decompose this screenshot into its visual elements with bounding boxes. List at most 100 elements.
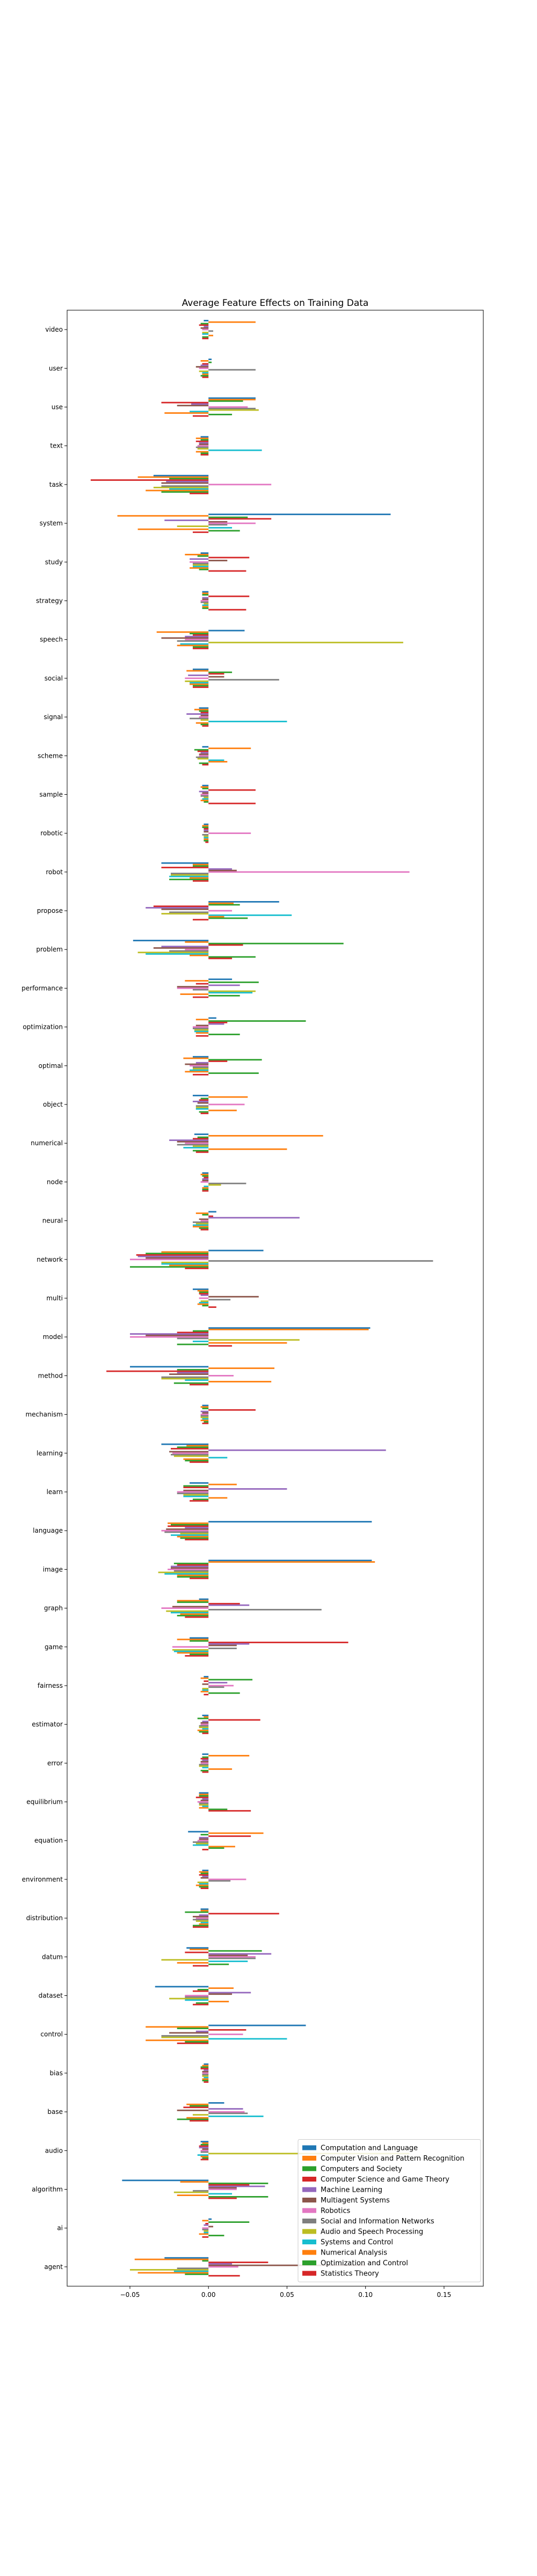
bar-base-8 <box>192 2114 209 2116</box>
bar-multi-8 <box>200 1300 209 1302</box>
bar-ai-0 <box>208 2218 212 2220</box>
bar-use-5 <box>177 405 209 407</box>
y-tick-label: graph <box>44 1605 63 1612</box>
bar-bias-12 <box>204 2081 209 2083</box>
bar-sample-7 <box>200 795 209 797</box>
bar-multi-3 <box>199 1293 209 1295</box>
bar-algorithm-1 <box>180 2181 209 2183</box>
bar-datum-8 <box>161 1959 209 1961</box>
bar-multi-2 <box>199 1291 209 1293</box>
bar-sample-6 <box>200 794 209 795</box>
bar-network-12 <box>185 1268 209 1269</box>
bar-bias-11 <box>202 2080 209 2082</box>
bar-control-6 <box>208 2033 243 2036</box>
bar-task-12 <box>190 493 209 494</box>
bar-neural-1 <box>195 1212 209 1214</box>
bar-learning-11 <box>185 1460 209 1462</box>
y-tick-label: model <box>43 1333 63 1341</box>
bar-robotic-9 <box>204 837 209 839</box>
bar-learn-12 <box>190 1500 209 1502</box>
bar-method-0 <box>129 1366 209 1368</box>
bar-object-9 <box>195 1108 209 1110</box>
bar-datum-4 <box>208 1953 272 1955</box>
bar-model-11 <box>177 1343 209 1345</box>
bar-optimization-9 <box>194 1030 209 1033</box>
bar-network-8 <box>161 1261 209 1263</box>
bar-text-11 <box>200 452 209 454</box>
bar-numerical-7 <box>177 1144 209 1146</box>
bar-sample-0 <box>202 785 209 787</box>
bar-model-12 <box>208 1345 233 1347</box>
bar-study-2 <box>197 555 209 557</box>
bar-learning-7 <box>171 1454 209 1455</box>
bar-image-2 <box>173 1562 209 1564</box>
bar-network-11 <box>129 1266 209 1268</box>
bar-speech-2 <box>190 633 209 634</box>
x-axis: −0.05 0.00 0.05 0.10 0.15 <box>120 2286 451 2299</box>
bar-fairness-11 <box>208 1692 240 1694</box>
bar-scheme-0 <box>202 746 209 748</box>
bar-node-5 <box>202 1180 209 1182</box>
bar-learning-12 <box>190 1461 209 1463</box>
bar-distribution-8 <box>195 1920 209 1922</box>
bar-fairness-10 <box>200 1690 209 1693</box>
bar-control-1 <box>146 2026 209 2028</box>
bar-robotic-2 <box>202 826 209 828</box>
y-tick-label: robotic <box>40 830 63 837</box>
bar-social-4 <box>188 674 209 676</box>
legend-swatch <box>302 2219 316 2223</box>
bar-signal-11 <box>200 723 209 726</box>
bar-agent-7 <box>177 2267 209 2270</box>
bar-network-7 <box>208 1260 433 1262</box>
bar-learn-3 <box>183 1487 209 1489</box>
y-tick-label: distribution <box>26 1914 63 1922</box>
bar-sample-11 <box>204 801 209 803</box>
bar-learn-9 <box>183 1495 209 1497</box>
bar-task-8 <box>153 487 209 488</box>
bar-scheme-2 <box>194 749 209 751</box>
bar-datum-12 <box>192 1965 209 1967</box>
bar-bias-7 <box>202 2074 209 2076</box>
bar-ai-10 <box>199 2233 209 2235</box>
bar-use-10 <box>164 412 209 414</box>
bar-speech-7 <box>177 640 209 642</box>
legend-label: Audio and Speech Processing <box>321 2228 423 2236</box>
bar-propose-4 <box>146 907 209 909</box>
bar-graph-10 <box>180 1613 209 1615</box>
bar-use-12 <box>192 415 209 417</box>
bar-social-0 <box>192 668 209 670</box>
bar-signal-4 <box>186 713 209 715</box>
bar-game-3 <box>208 1642 349 1643</box>
bar-algorithm-11 <box>208 2196 268 2198</box>
bar-fairness-7 <box>208 1686 224 1688</box>
y-tick-label: equilibrium <box>26 1798 63 1806</box>
bar-multi-11 <box>202 1305 209 1307</box>
bar-optimal-1 <box>183 1057 209 1059</box>
bar-distribution-5 <box>192 1915 209 1918</box>
bar-robot-6 <box>208 871 410 873</box>
legend-label: Machine Learning <box>321 2186 382 2194</box>
bar-node-8 <box>208 1184 221 1186</box>
y-tick-label: scheme <box>38 752 63 759</box>
bar-control-8 <box>161 2036 209 2038</box>
bar-environment-1 <box>199 1871 209 1873</box>
bar-language-11 <box>180 1537 209 1539</box>
bar-method-11 <box>173 1382 209 1384</box>
y-tick-label: method <box>38 1372 63 1379</box>
bar-environment-7 <box>208 1880 231 1882</box>
bar-learn-10 <box>208 1497 228 1499</box>
bar-video-4 <box>204 326 209 327</box>
bar-robotic-4 <box>204 829 209 831</box>
bar-equation-0 <box>188 1831 209 1833</box>
bar-text-3 <box>195 440 209 442</box>
y-tick-label: social <box>45 675 63 682</box>
bar-user-12 <box>202 376 209 378</box>
bar-audio-3 <box>199 2145 209 2147</box>
bar-mechanism-7 <box>200 1415 209 1417</box>
bar-mechanism-6 <box>200 1414 209 1415</box>
bar-optimal-8 <box>192 1067 209 1070</box>
bar-mechanism-5 <box>202 1412 209 1414</box>
bar-task-2 <box>169 478 209 480</box>
bar-distribution-9 <box>200 1922 209 1923</box>
bar-strategy-6 <box>200 600 209 602</box>
